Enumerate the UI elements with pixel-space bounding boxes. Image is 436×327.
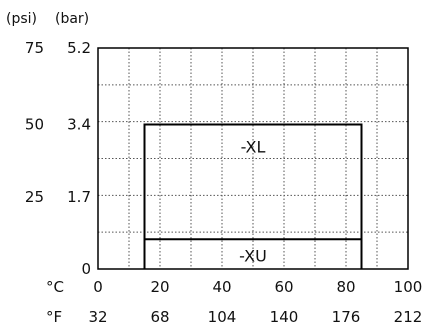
y-tick-label-bar: 0 [81,260,91,278]
x-tick-label-fahrenheit: 32 [88,308,107,326]
y-tick-label-bar: 5.2 [67,39,91,57]
series-line-0 [143,123,363,269]
y-tick-labels: 75 5.2 50 3.4 25 1.7 0 [25,39,91,278]
y-tick-label-bar: 3.4 [67,116,91,134]
plot-frame [97,47,409,270]
x-tick-label-celsius: 40 [212,278,231,296]
x-tick-label-fahrenheit: 140 [270,308,299,326]
x-tick-label-celsius: 100 [394,278,423,296]
series-group: -XL -XU [143,123,363,269]
x-tick-label-fahrenheit: 212 [394,308,423,326]
x-axis-label-fahrenheit: °F [46,308,62,326]
x-tick-label-fahrenheit: 104 [208,308,237,326]
y-tick-label-psi: 50 [25,116,44,134]
x-tick-label-celsius: 20 [150,278,169,296]
series-label-1: -XU [239,246,267,265]
grid [98,48,408,269]
series-line-1 [143,238,363,269]
x-tick-label-celsius: 0 [93,278,103,296]
x-tick-label-fahrenheit: 176 [332,308,361,326]
x-tick-labels: 0 32 20 68 40 104 60 140 80 176 100 212 [88,278,422,326]
x-tick-label-celsius: 60 [274,278,293,296]
series-label-0: -XL [241,138,266,157]
y-tick-label-bar: 1.7 [67,188,91,206]
y-unit-bar: (bar) [55,11,89,27]
x-axis-label-celsius: °C [46,278,64,296]
x-tick-label-celsius: 80 [336,278,355,296]
y-unit-psi: (psi) [6,11,37,27]
x-tick-label-fahrenheit: 68 [150,308,169,326]
y-tick-label-psi: 25 [25,188,44,206]
y-tick-label-psi: 75 [25,39,44,57]
